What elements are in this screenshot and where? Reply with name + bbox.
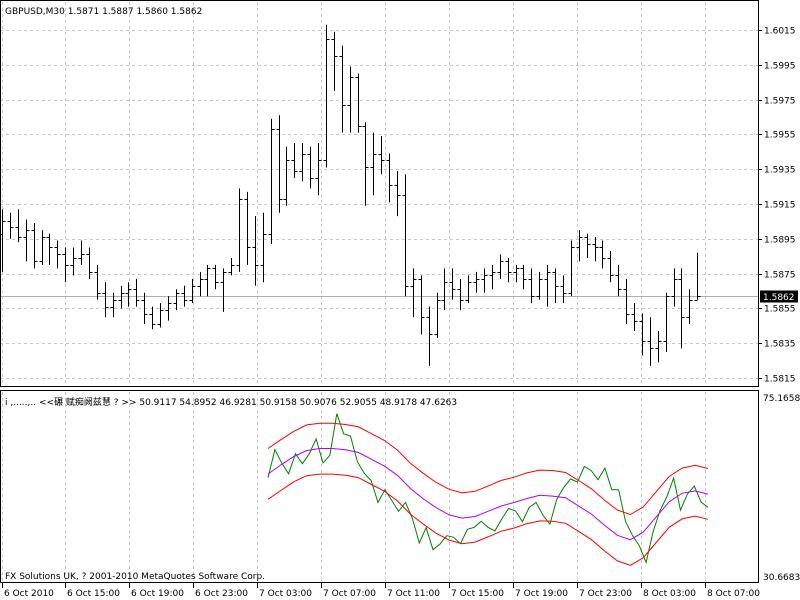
time-axis: 6 Oct 2010 6 Oct 15:00 6 Oct 19:00 6 Oct 23… [2, 583, 760, 599]
time-tick-label: 6 Oct 19:00 [131, 589, 184, 599]
price-tick-label: 1.5915 [764, 201, 796, 211]
price-tick-label: 1.6015 [764, 27, 796, 37]
price-tick-label: 1.5975 [764, 97, 796, 107]
time-tick-label: 8 Oct 07:00 [707, 589, 760, 599]
time-tick-label: 7 Oct 19:00 [515, 589, 568, 599]
price-tick-label: 1.5935 [764, 166, 796, 176]
indicator-pane-frame [0, 390, 759, 583]
time-tick-label: 6 Oct 23:00 [195, 589, 248, 599]
price-tick-label: 1.5895 [764, 236, 796, 246]
indicator-osc-line [267, 413, 709, 565]
price-pane-frame [0, 0, 759, 387]
symbol-info: GBPUSD,M30 1.5871 1.5887 1.5860 1.5862 [5, 7, 202, 17]
price-axis: 1.6015 1.5995 1.5975 1.5955 1.5935 1.5915 1.58… [758, 27, 798, 385]
price-tick-label: 1.5955 [764, 131, 796, 141]
current-price-label: 1.5862 [763, 293, 795, 303]
price-bars [0, 24, 701, 366]
indicator-max-label: 75.1658 [763, 394, 800, 404]
price-tick-label: 1.5855 [764, 305, 796, 315]
time-tick-label: 8 Oct 03:00 [643, 589, 696, 599]
price-tick-label: 1.5835 [764, 340, 796, 350]
time-tick-label: 7 Oct 15:00 [451, 589, 504, 599]
indicator-mid-line [267, 448, 709, 541]
price-tick-label: 1.5995 [764, 62, 796, 72]
copyright-text: FX Solutions UK, ? 2001-2010 MetaQuotes … [5, 572, 265, 582]
time-tick-label: 7 Oct 03:00 [259, 589, 312, 599]
time-tick-label: 7 Oct 23:00 [579, 589, 632, 599]
time-tick-label: 6 Oct 2010 [4, 589, 54, 599]
indicator-lines [267, 413, 709, 566]
time-tick-label: 7 Oct 07:00 [323, 589, 376, 599]
indicator-upper-line [267, 422, 709, 516]
time-tick-label: 7 Oct 11:00 [387, 589, 440, 599]
indicator-label: i ,.....,.. <<碾 赋痴阙兹慧 ? >> 50.9117 54.89… [5, 396, 457, 408]
indicator-lower-line [267, 473, 709, 566]
indicator-min-label: 30.6683 [763, 573, 800, 583]
time-tick-label: 6 Oct 15:00 [67, 589, 120, 599]
price-tick-label: 1.5815 [764, 375, 796, 385]
price-tick-label: 1.5875 [764, 271, 796, 281]
current-price-box [760, 290, 798, 303]
